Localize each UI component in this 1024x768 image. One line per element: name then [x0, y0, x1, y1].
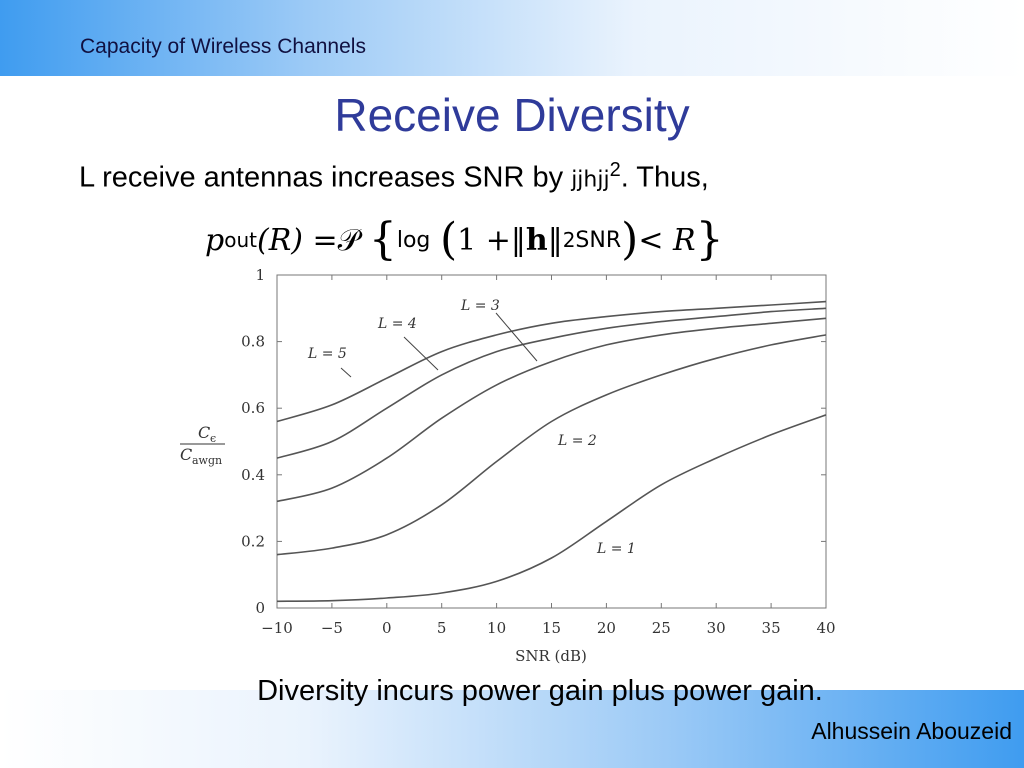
curve-label-L5: L = 5	[307, 346, 347, 362]
slide-title: Receive Diversity	[334, 89, 690, 141]
formula-less-than-r: < R	[638, 222, 696, 258]
formula-norm-right: ‖	[547, 222, 563, 258]
formula-h: h	[525, 222, 548, 258]
series-line-L5	[276, 300, 827, 423]
formula-square: 2	[562, 228, 576, 252]
chart-annotations: L = 1 L = 2 L = 3 L = 4 L = 5	[307, 298, 636, 557]
y-tick-label: 0.8	[241, 333, 265, 351]
slide-caption: Diversity incurs power gain plus power g…	[257, 675, 823, 707]
y-axis-label: C ϵ C awgn	[180, 423, 225, 467]
x-tick-label: 5	[437, 619, 447, 637]
header-band: Capacity of Wireless Channels	[0, 0, 1024, 76]
formula-right-paren: )	[621, 214, 639, 265]
x-tick-label: 25	[652, 619, 671, 637]
x-tick-label: −5	[321, 619, 343, 637]
x-tick-label: 15	[542, 619, 561, 637]
intro-end: . Thus,	[620, 161, 709, 194]
y-tick-label: 1	[255, 266, 265, 284]
y-label-numerator: C	[198, 423, 210, 442]
formula-one-plus: 1 +	[457, 222, 511, 258]
x-tick-label: −10	[261, 619, 293, 637]
curve-label-L1: L = 1	[596, 541, 636, 557]
formula-right-brace: }	[695, 214, 724, 265]
intro-text: L receive antennas increases SNR by	[79, 161, 572, 194]
y-label-numerator-sub: ϵ	[210, 432, 216, 445]
formula-norm-left: ‖	[510, 222, 526, 258]
x-tick-label: 10	[487, 619, 506, 637]
chart-curves	[276, 300, 827, 603]
author-name: Alhussein Abouzeid	[811, 718, 1012, 744]
intro-superscript: 2	[609, 159, 621, 181]
x-tick-label: 40	[816, 619, 835, 637]
outage-formula: p out (R) = 𝒫 {log (1 + ‖ h ‖ 2 SNR) < R}	[205, 210, 724, 270]
curve-label-L2: L = 2	[557, 433, 597, 449]
curve-label-pointer-L5	[340, 367, 352, 378]
x-axis-label: SNR (dB)	[515, 647, 587, 665]
formula-log: log	[396, 227, 431, 253]
curve-label-L4: L = 4	[377, 316, 417, 332]
intro-line: L receive antennas increases SNR by jjhj…	[79, 159, 709, 195]
header-title: Capacity of Wireless Channels	[80, 35, 366, 58]
formula-p: p	[205, 222, 225, 258]
x-tick-label: 35	[762, 619, 781, 637]
formula-probability: 𝒫	[337, 222, 360, 258]
x-tick-label: 0	[382, 619, 392, 637]
y-tick-label: 0.2	[241, 532, 265, 550]
y-tick-label: 0	[255, 599, 265, 617]
formula-snr: SNR	[575, 227, 622, 253]
x-tick-label: 30	[707, 619, 726, 637]
footer-band	[0, 690, 1024, 768]
curve-label-L3: L = 3	[460, 298, 500, 314]
series-line-L3	[276, 317, 827, 503]
curve-label-pointer-L3	[495, 312, 538, 362]
y-tick-label: 0.6	[241, 399, 265, 417]
series-line-L1	[276, 414, 827, 603]
formula-left-paren: (	[439, 214, 458, 265]
formula-left-brace: {	[368, 214, 397, 265]
series-line-L4	[276, 307, 827, 459]
chart-ticks: −10 −5 0 5 10 15 20 25 30 35 40 0 0.2 0.4 0.6 0.8 1	[241, 266, 835, 637]
curve-label-pointer-L4	[403, 336, 439, 371]
y-tick-label: 0.4	[241, 466, 265, 484]
formula-out-subscript: out	[224, 228, 257, 252]
series-line-L2	[276, 334, 827, 556]
y-label-denominator: C	[180, 445, 192, 464]
y-label-denominator-sub: awgn	[192, 454, 222, 467]
x-tick-label: 20	[597, 619, 616, 637]
formula-lhs-arg: (R) =	[256, 222, 338, 258]
intro-norm: jjhjj	[571, 167, 610, 193]
